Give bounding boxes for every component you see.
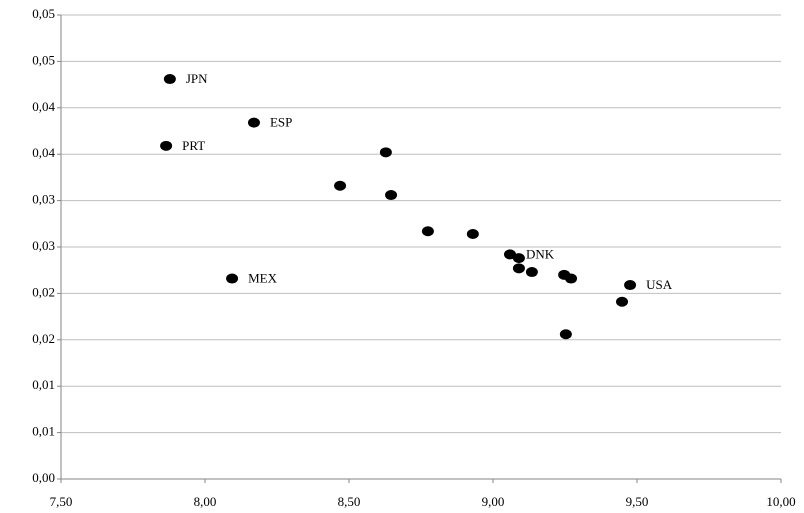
point-label: PRT	[182, 138, 205, 153]
point	[512, 263, 525, 274]
y-tick-label: 0,01	[32, 377, 55, 392]
point	[559, 329, 572, 340]
y-tick-label: 0,04	[32, 99, 55, 114]
point	[334, 180, 347, 191]
x-tick-label: 8,50	[338, 494, 361, 509]
point	[512, 253, 525, 264]
point-label: USA	[646, 277, 673, 292]
point	[163, 74, 176, 85]
y-tick-label: 0,01	[32, 424, 55, 439]
point	[525, 267, 538, 278]
y-tick-label: 0,04	[32, 145, 55, 160]
y-tick-label: 0,03	[32, 238, 55, 253]
y-tick-label: 0,00	[32, 470, 55, 485]
point-label: MEX	[248, 271, 278, 286]
x-tick-label: 10,00	[766, 494, 795, 509]
point	[160, 140, 173, 151]
point	[503, 249, 516, 260]
point	[421, 226, 434, 237]
y-tick-label: 0,03	[32, 192, 55, 207]
x-tick-label: 7,50	[50, 494, 73, 509]
point	[616, 296, 629, 307]
point-label: DNK	[526, 246, 555, 261]
point	[466, 229, 479, 240]
point-label: ESP	[270, 115, 292, 130]
point	[624, 280, 637, 291]
y-tick-label: 0,05	[32, 52, 55, 67]
point	[565, 273, 578, 284]
point-label: JPN	[186, 71, 208, 86]
y-tick-label: 0,05	[32, 6, 55, 21]
point	[226, 273, 239, 284]
point	[385, 190, 398, 201]
x-tick-label: 9,50	[626, 494, 649, 509]
y-tick-label: 0,02	[32, 284, 55, 299]
point	[379, 147, 392, 158]
y-tick-label: 0,02	[32, 331, 55, 346]
x-tick-label: 8,00	[194, 494, 217, 509]
point	[247, 117, 260, 128]
x-tick-label: 9,00	[482, 494, 505, 509]
